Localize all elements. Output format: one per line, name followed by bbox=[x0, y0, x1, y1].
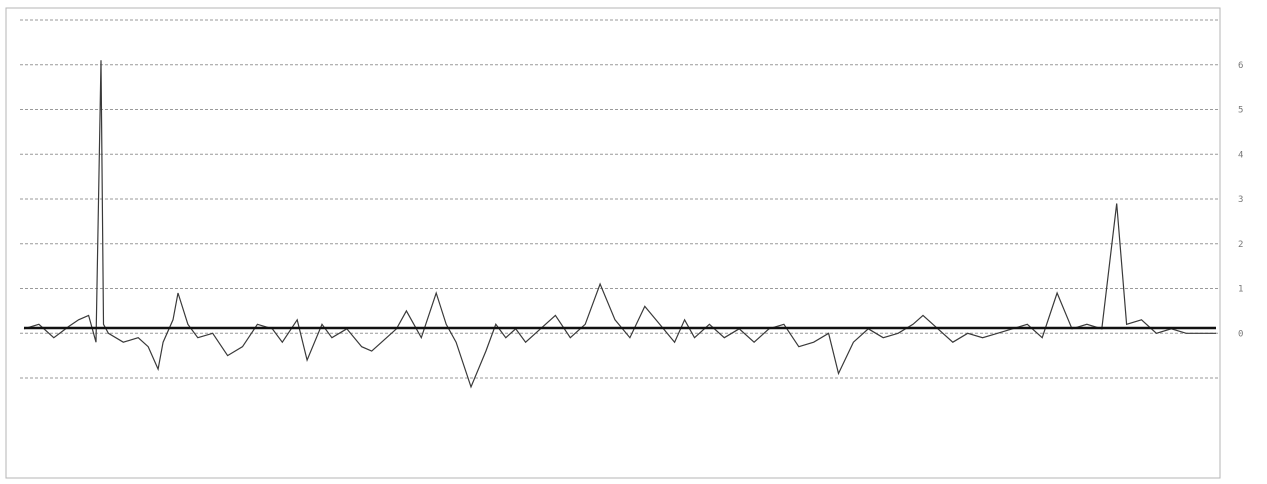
y-tick-label: 0 bbox=[1238, 329, 1243, 339]
series-line bbox=[23, 60, 1216, 389]
y-tick-label: 6 bbox=[1238, 61, 1243, 71]
y-tick-label: 1 bbox=[1238, 285, 1243, 295]
y-tick-label: 5 bbox=[1238, 106, 1243, 116]
plot-frame bbox=[5, 7, 1221, 479]
y-axis-ticks: 6 5 4 3 2 1 0 bbox=[1238, 61, 1243, 340]
y-tick-label: 3 bbox=[1238, 195, 1243, 205]
y-tick-label: 4 bbox=[1238, 150, 1243, 160]
y-tick-label: 2 bbox=[1238, 240, 1243, 250]
series-layer bbox=[23, 60, 1216, 389]
